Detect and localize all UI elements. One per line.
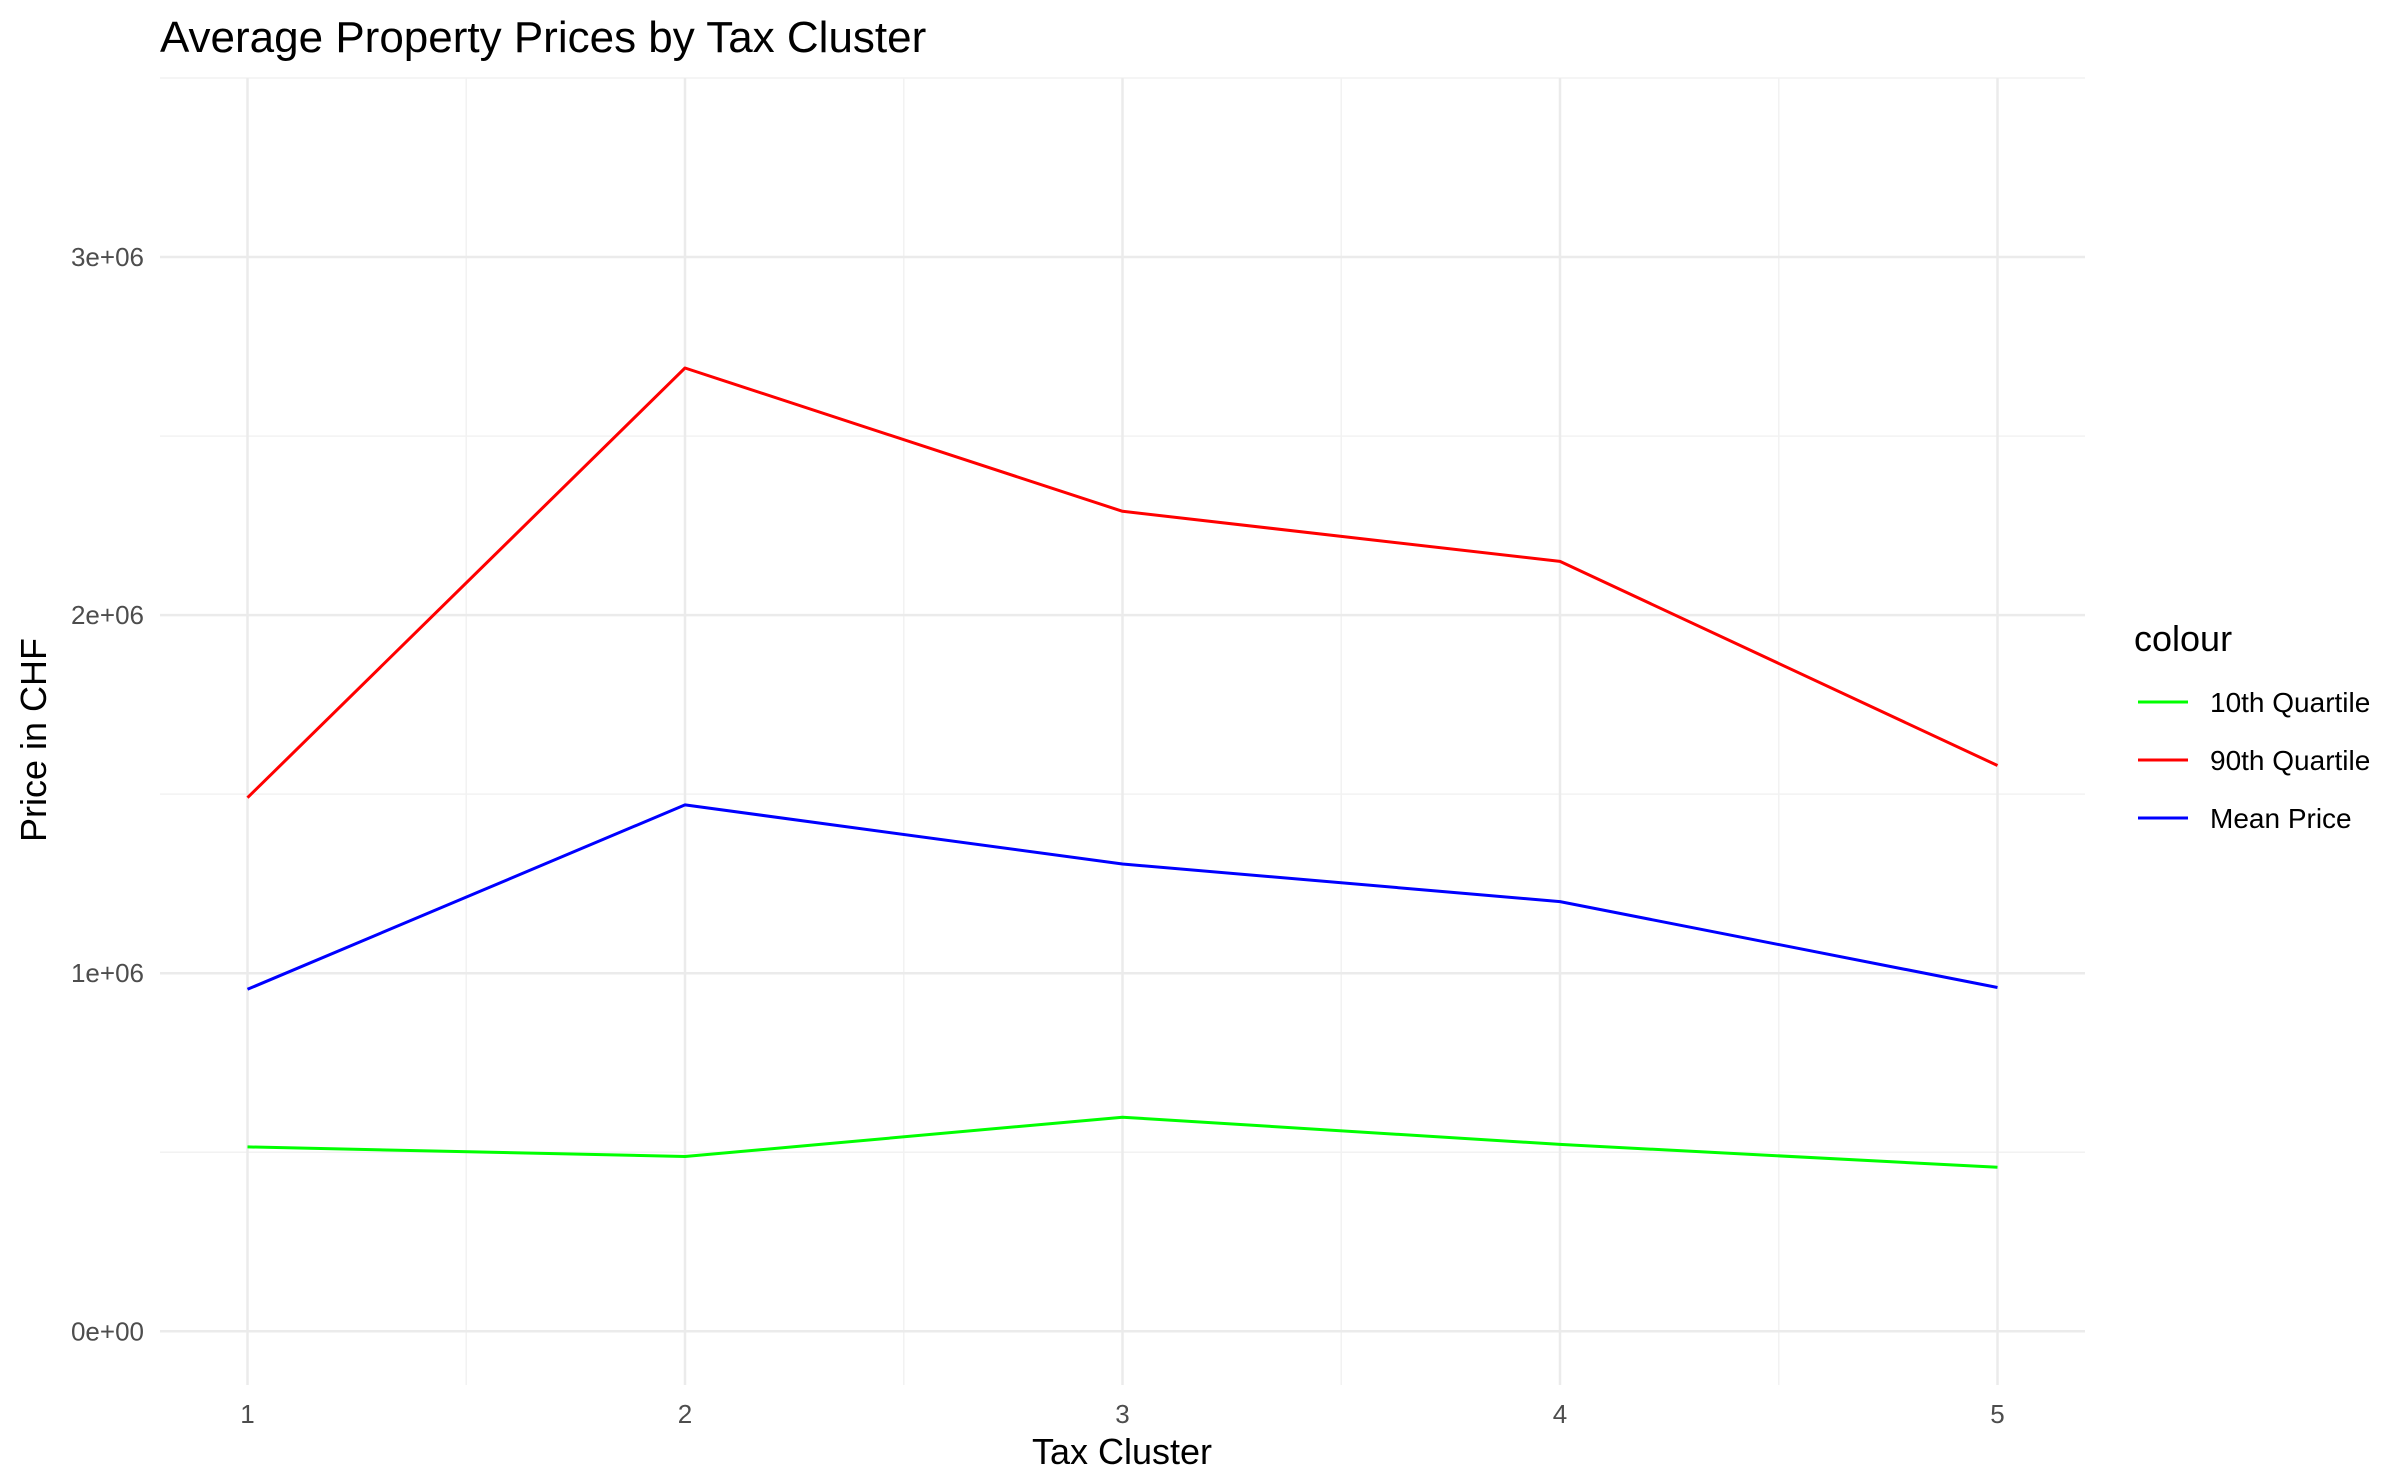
x-tick-label: 5 <box>1990 1399 2004 1429</box>
series-lines <box>246 366 1999 1169</box>
y-tick-label: 1e+06 <box>71 958 144 988</box>
series-line-90th-quartile <box>246 366 1999 799</box>
y-tick-label: 2e+06 <box>71 600 144 630</box>
y-axis-title: Price in CHF <box>13 638 54 842</box>
y-tick-label: 3e+06 <box>71 242 144 272</box>
y-axis-tick-labels: 0e+00 1e+06 2e+06 3e+06 <box>71 242 144 1346</box>
legend-label-10th-quartile: 10th Quartile <box>2210 687 2370 718</box>
chart-title: Average Property Prices by Tax Cluster <box>160 13 926 62</box>
legend-items: 10th Quartile 90th Quartile Mean Price <box>2138 687 2370 834</box>
legend-title: colour <box>2134 618 2232 659</box>
x-tick-label: 2 <box>678 1399 692 1429</box>
legend: colour 10th Quartile 90th Quartile Mean Pr… <box>2134 618 2370 834</box>
series-line-mean-price <box>246 803 1998 991</box>
y-tick-label: 0e+00 <box>71 1316 144 1346</box>
x-tick-label: 4 <box>1553 1399 1567 1429</box>
x-axis-title: Tax Cluster <box>1032 1431 1212 1472</box>
grid-major-lines <box>160 78 2085 1385</box>
x-tick-label: 3 <box>1115 1399 1129 1429</box>
legend-label-mean-price: Mean Price <box>2210 803 2352 834</box>
series-line-10th-quartile <box>247 1115 1998 1169</box>
legend-label-90th-quartile: 90th Quartile <box>2210 745 2370 776</box>
x-axis-tick-labels: 1 2 3 4 5 <box>240 1399 2004 1429</box>
x-tick-label: 1 <box>240 1399 254 1429</box>
